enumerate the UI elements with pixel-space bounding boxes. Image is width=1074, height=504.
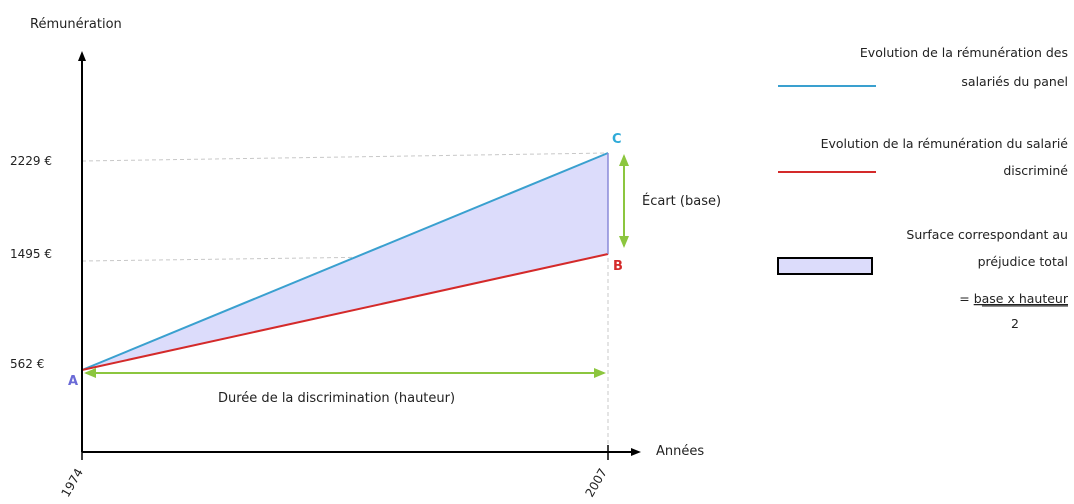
y-tick-label: 562 € [10,357,44,371]
guide-1495 [81,253,609,262]
legend-formula: = base x hauteur [959,291,1069,306]
legend-surface-swatch [777,257,873,275]
legend-surface-line1: Surface correspondant au [906,227,1068,242]
legend-discr-line2: discriminé [1003,163,1068,178]
point-c-label: C [612,132,622,147]
legend: Evolution de la rémunération des salarié… [777,45,1069,331]
legend-surface-line2: préjudice total [978,254,1068,269]
duree-label: Durée de la discrimination (hauteur) [218,391,455,406]
formula-numerator: base x hauteur [974,291,1069,306]
discrimine-series-line [81,253,609,371]
point-a-label: A [68,374,78,389]
guide-2229 [81,152,609,162]
x-tick-label: 1974 [58,466,85,499]
x-axis-title: Années [656,444,704,459]
panel-series-line [81,152,609,371]
y-axis-title: Rémunération [30,17,122,32]
formula-denominator: 2 [1011,316,1019,331]
x-tick-label: 2007 [582,466,609,499]
legend-panel-line1: Evolution de la rémunération des [860,45,1068,60]
formula-prefix: = [959,291,973,306]
y-tick-label: 1495 € [10,247,52,261]
legend-discr-line1: Evolution de la rémunération du salarié [821,136,1069,151]
legend-panel-line2: salariés du panel [961,74,1068,89]
point-b-label: B [613,259,623,274]
y-tick-label: 2229 € [10,154,52,168]
ecart-label: Écart (base) [642,193,721,209]
